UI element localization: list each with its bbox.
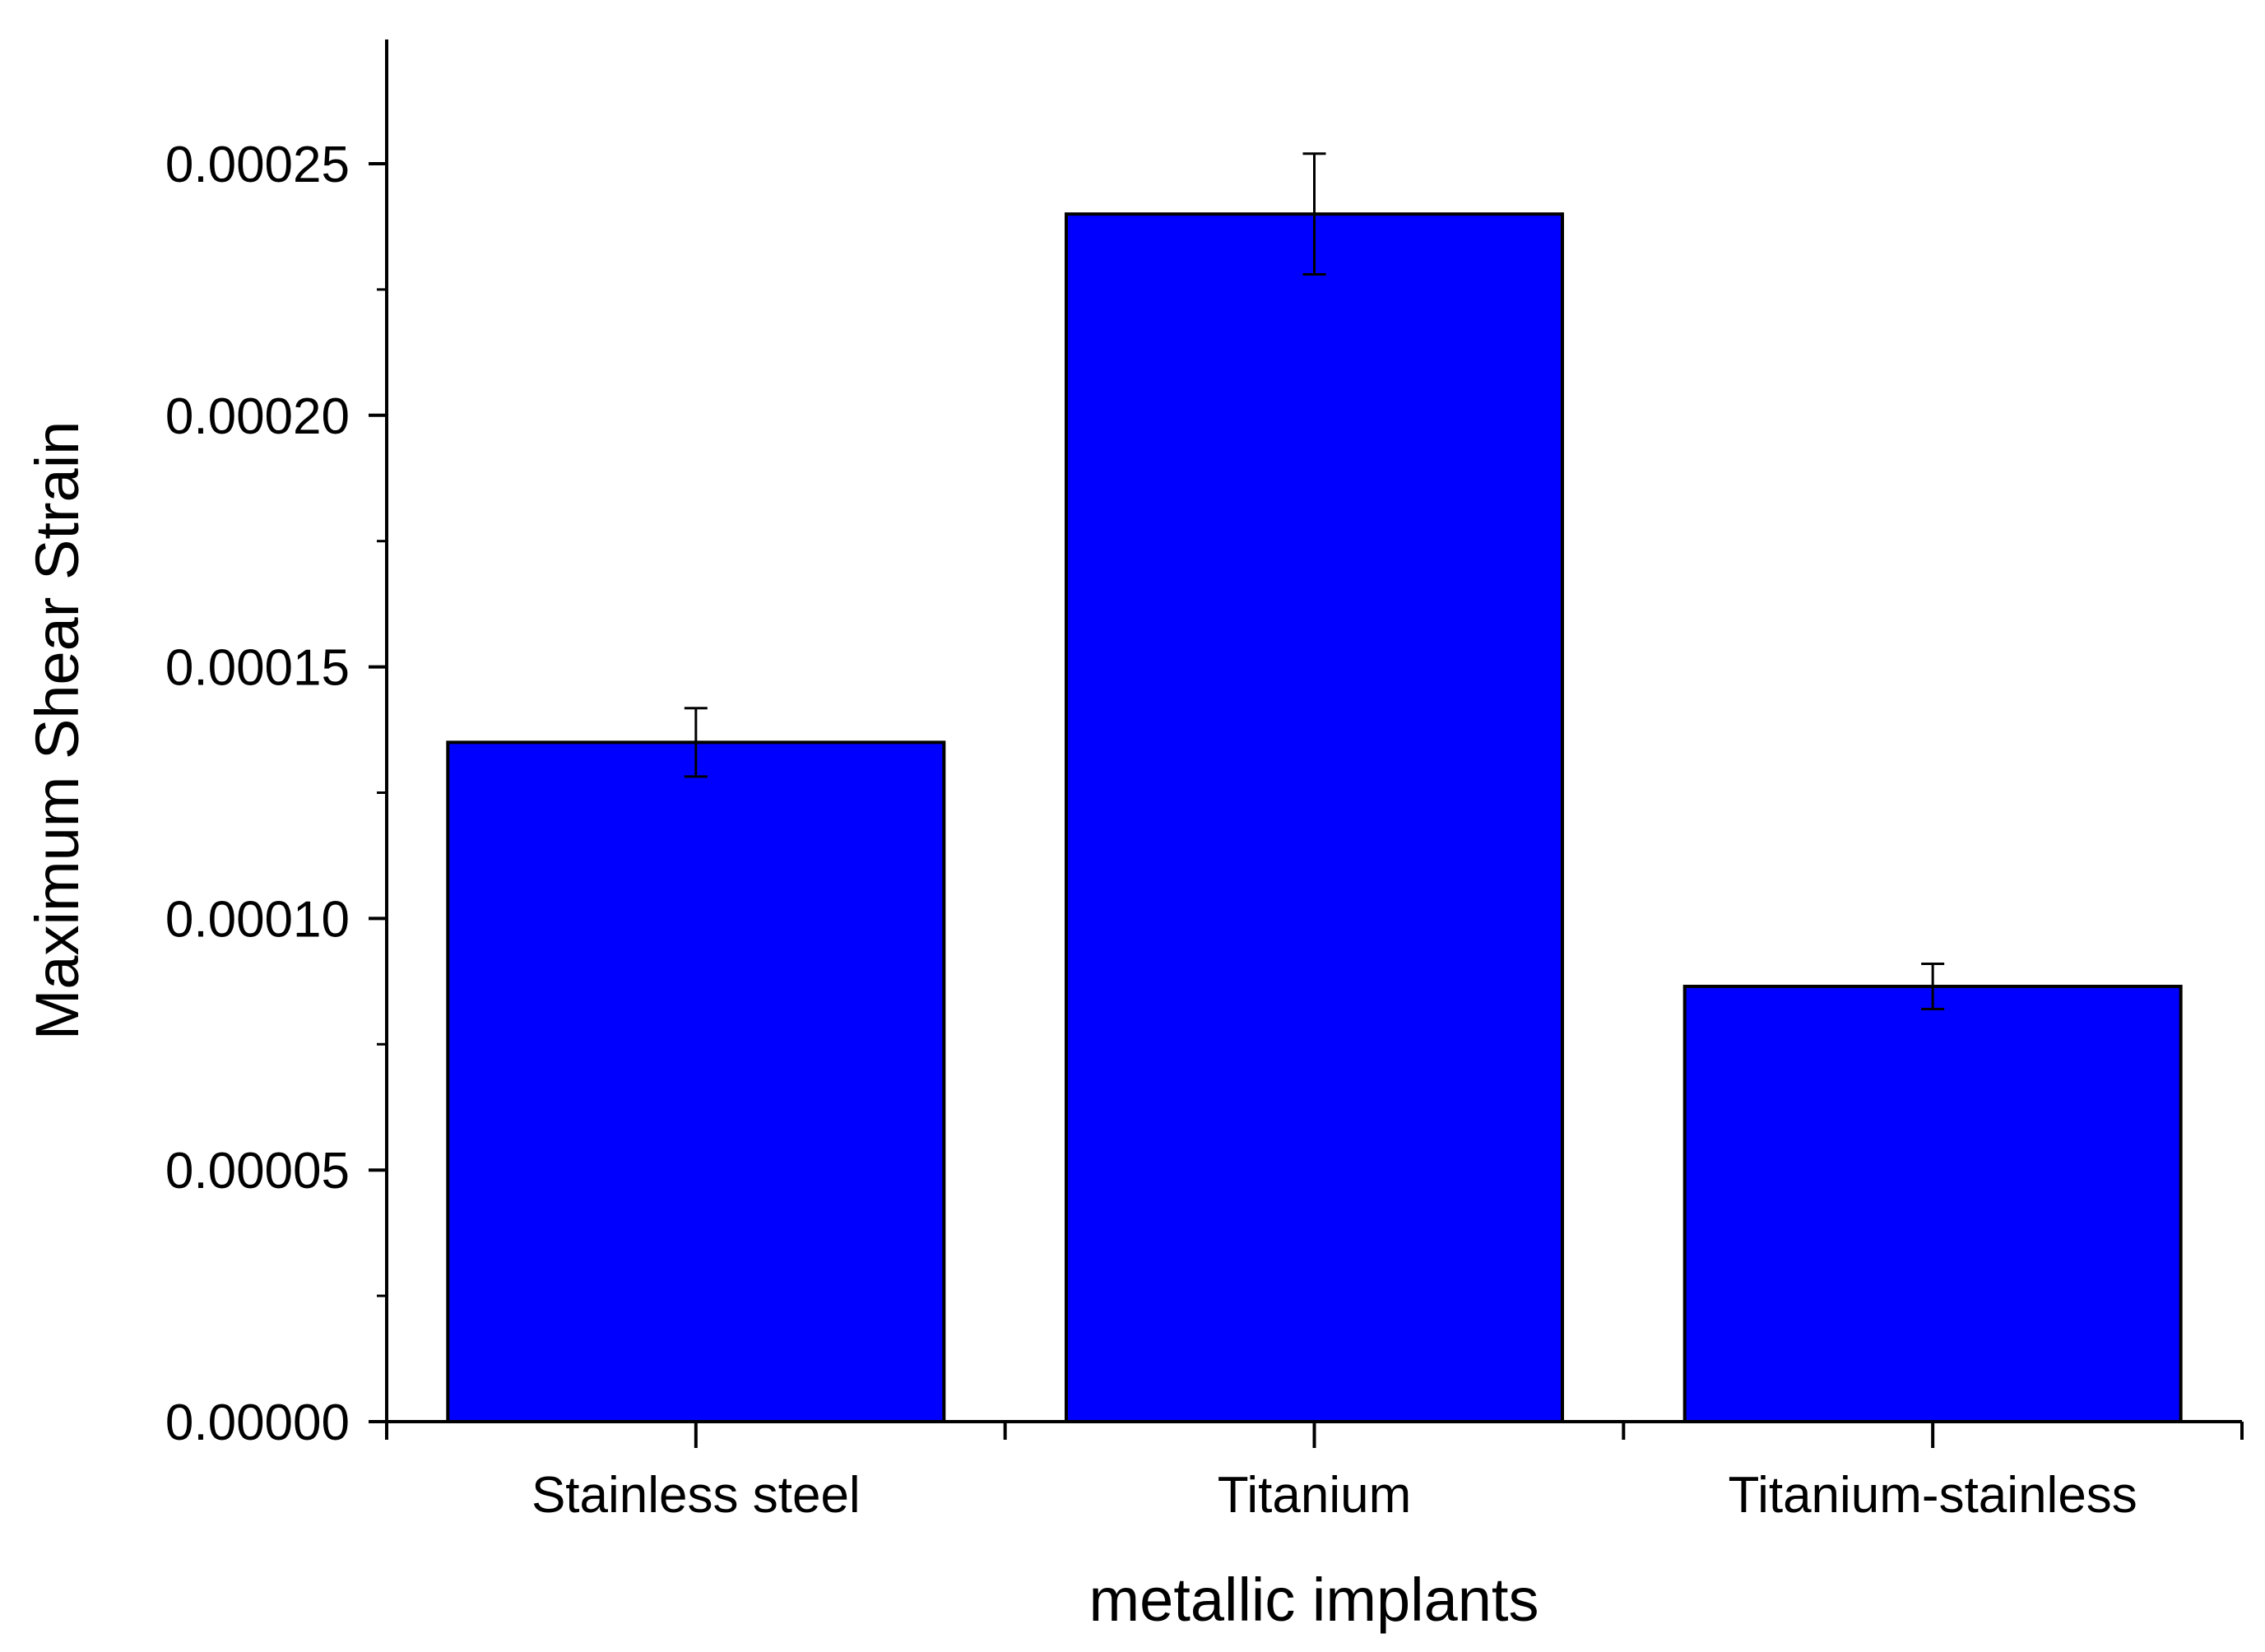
y-tick-label: 0.00020 — [165, 388, 350, 445]
y-tick-label: 0.00000 — [165, 1394, 350, 1451]
bar — [1065, 212, 1564, 1423]
y-tick-label: 0.00015 — [165, 640, 350, 697]
y-tick-label: 0.00025 — [165, 137, 350, 193]
bar — [446, 740, 946, 1423]
y-ticks: 0.00000 0.00005 0.00010 0.00015 0.00020 0.000… — [165, 137, 387, 1451]
x-tick-label: Titanium — [1218, 1467, 1411, 1524]
y-axis-title: Maximum Shear Strain — [23, 421, 91, 1041]
x-tick-labels: Stainless steel Titanium Titanium-stainles… — [531, 1467, 2137, 1524]
error-bars — [684, 152, 1945, 1010]
bars — [446, 212, 2183, 1423]
y-tick-label: 0.00010 — [165, 891, 350, 948]
x-axis-title: metallic implants — [1089, 1566, 1539, 1634]
bar — [1683, 984, 2183, 1423]
x-ticks — [385, 1422, 2244, 1448]
x-tick-label: Stainless steel — [531, 1467, 861, 1524]
y-tick-label: 0.00005 — [165, 1143, 350, 1200]
x-tick-label: Titanium-stainless — [1729, 1467, 2137, 1524]
